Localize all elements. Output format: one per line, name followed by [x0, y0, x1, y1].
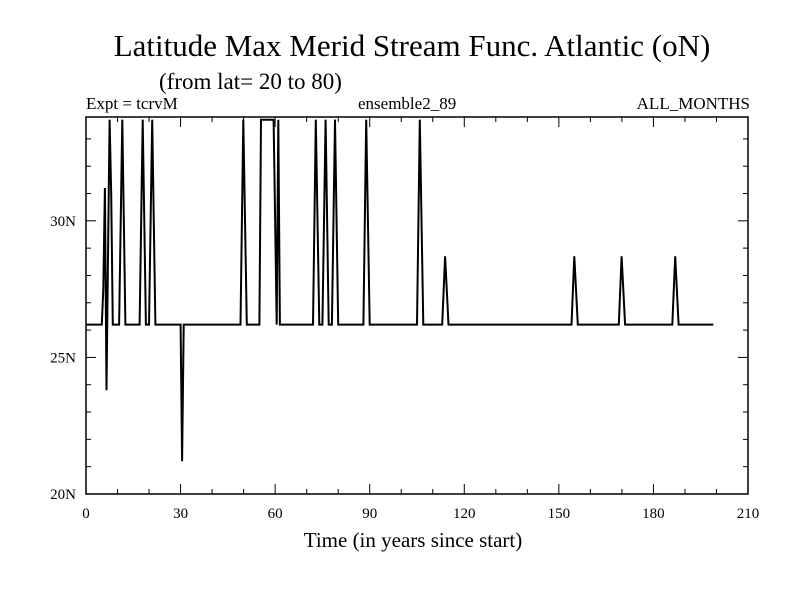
x-tick-label: 60 [268, 506, 283, 522]
y-tick-label: 20N [50, 487, 76, 503]
experiment-label: Expt = tcrvM [86, 94, 178, 113]
x-tick-label: 90 [362, 506, 377, 522]
months-label: ALL_MONTHS [636, 94, 750, 113]
x-tick-label: 210 [737, 506, 760, 522]
x-tick-label: 120 [453, 506, 476, 522]
ensemble-label: ensemble2_89 [358, 94, 457, 113]
x-tick-label: 180 [642, 506, 665, 522]
chart-subtitle: (from lat= 20 to 80) [159, 69, 342, 94]
x-axis-label: Time (in years since start) [304, 528, 523, 552]
y-tick-label: 25N [50, 350, 76, 366]
series-line [86, 118, 714, 462]
tick-labels: 0 30 60 90 120 150 180 210 20N 25N 30N [50, 214, 759, 522]
x-tick-label: 150 [548, 506, 571, 522]
plot-frame [85, 116, 749, 495]
x-tick-label: 0 [82, 506, 90, 522]
chart-title: Latitude Max Merid Stream Func. Atlantic… [113, 28, 711, 63]
y-tick-label: 30N [50, 214, 76, 230]
x-tick-label: 30 [173, 506, 188, 522]
